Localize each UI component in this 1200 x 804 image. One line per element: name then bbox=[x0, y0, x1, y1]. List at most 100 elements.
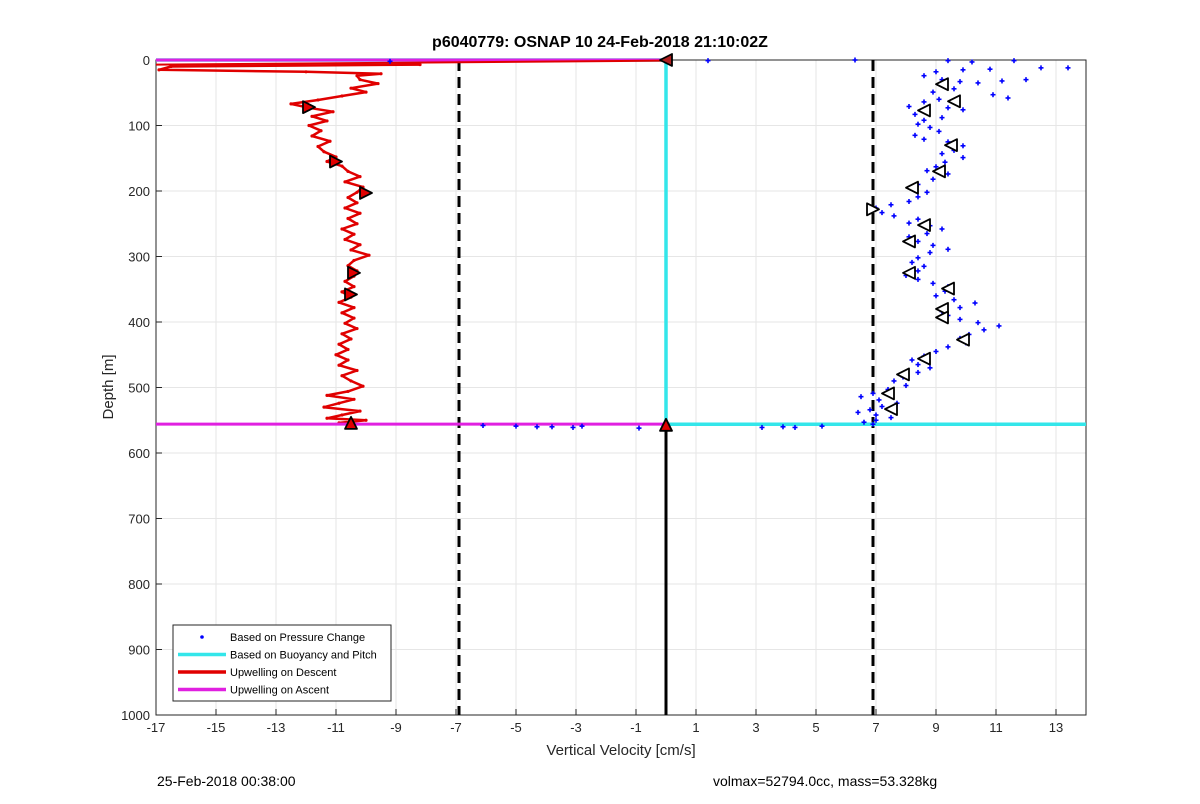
descent-point bbox=[310, 114, 314, 118]
triangle-marker bbox=[905, 180, 919, 195]
pressure-point bbox=[981, 327, 987, 333]
pressure-point bbox=[915, 362, 921, 368]
footer-volmax-mass: volmax=52794.0cc, mass=53.328kg bbox=[713, 773, 938, 789]
triangle-marker bbox=[917, 218, 931, 232]
x-tick-label: -5 bbox=[510, 720, 522, 735]
chart-title: p6040779: OSNAP 10 24-Feb-2018 21:10:02Z bbox=[432, 34, 768, 51]
x-tick-label: -17 bbox=[147, 720, 166, 735]
descent-point bbox=[364, 90, 368, 94]
triangle-marker bbox=[884, 402, 898, 417]
descent-point bbox=[340, 290, 344, 294]
descent-point bbox=[337, 342, 341, 346]
pressure-point bbox=[912, 132, 918, 138]
descent-point bbox=[325, 393, 329, 397]
pressure-point bbox=[870, 390, 876, 396]
pressure-point bbox=[1011, 58, 1017, 64]
y-tick-label: 900 bbox=[128, 643, 150, 658]
descent-point bbox=[340, 227, 344, 231]
pressure-point bbox=[921, 73, 927, 79]
pressure-point bbox=[906, 220, 912, 226]
pressure-point bbox=[915, 268, 921, 274]
descent-point bbox=[169, 64, 173, 69]
pressure-point bbox=[858, 394, 864, 400]
triangle-marker bbox=[659, 53, 673, 67]
descent-point bbox=[325, 416, 329, 420]
triangle-marker bbox=[902, 234, 916, 249]
pressure-point bbox=[924, 231, 930, 237]
pressure-point bbox=[924, 168, 930, 174]
descent-point bbox=[325, 119, 329, 123]
descent-point bbox=[346, 358, 350, 362]
descent-point bbox=[316, 144, 320, 149]
pressure-point bbox=[876, 397, 882, 403]
descent-point bbox=[337, 363, 341, 367]
triangle-marker bbox=[881, 386, 895, 401]
pressure-point bbox=[909, 259, 915, 265]
descent-point bbox=[340, 94, 344, 98]
pressure-point bbox=[939, 226, 945, 232]
pressure-point bbox=[945, 58, 951, 64]
pressure-point bbox=[933, 69, 939, 75]
x-tick-label: -3 bbox=[570, 720, 582, 735]
pressure-point bbox=[759, 424, 765, 430]
x-tick-label: 13 bbox=[1049, 720, 1063, 735]
triangle-marker bbox=[866, 202, 880, 217]
pressure-point bbox=[705, 58, 711, 64]
descent-point bbox=[328, 139, 332, 143]
pressure-point bbox=[921, 136, 927, 142]
descent-point bbox=[310, 134, 314, 138]
pressure-point bbox=[960, 143, 966, 149]
x-tick-label: 5 bbox=[812, 720, 819, 735]
descent-point bbox=[343, 206, 347, 210]
descent-point bbox=[304, 70, 308, 74]
pressure-point bbox=[996, 323, 1002, 329]
descent-point bbox=[340, 332, 344, 336]
descent-point bbox=[358, 174, 362, 179]
descent-point bbox=[352, 397, 356, 401]
pressure-point bbox=[924, 189, 930, 195]
pressure-point bbox=[945, 246, 951, 252]
pressure-point bbox=[999, 78, 1005, 84]
y-tick-label: 100 bbox=[128, 119, 150, 134]
pressure-point bbox=[915, 216, 921, 222]
triangle-marker bbox=[302, 100, 316, 115]
descent-point bbox=[340, 413, 344, 417]
pressure-point bbox=[921, 263, 927, 269]
pressure-point bbox=[879, 210, 885, 216]
triangle-marker bbox=[944, 138, 958, 153]
y-tick-label: 200 bbox=[128, 184, 150, 199]
descent-point bbox=[343, 279, 347, 283]
pressure-point bbox=[939, 151, 945, 157]
pressure-point bbox=[915, 238, 921, 244]
descent-point bbox=[331, 110, 335, 114]
descent-point bbox=[355, 326, 359, 331]
legend-box bbox=[172, 624, 392, 702]
legend: Based on Pressure Change Based on Buoyanc… bbox=[172, 624, 392, 702]
descent-point bbox=[343, 321, 347, 325]
triangle-marker bbox=[935, 77, 949, 92]
descent-point bbox=[325, 159, 329, 164]
descent-point bbox=[340, 374, 344, 378]
descent-point bbox=[358, 78, 362, 82]
pressure-point bbox=[513, 423, 519, 429]
pressure-point bbox=[951, 297, 957, 303]
x-tick-label: -9 bbox=[390, 720, 402, 735]
pressure-point bbox=[636, 425, 642, 431]
y-tick-label: 600 bbox=[128, 446, 150, 461]
pressure-point bbox=[930, 280, 936, 286]
pressure-point bbox=[939, 115, 945, 121]
pressure-point bbox=[945, 171, 951, 177]
triangle-marker bbox=[347, 265, 361, 280]
legend-label: Based on Pressure Change bbox=[230, 632, 365, 644]
descent-point bbox=[349, 379, 353, 383]
pressure-point bbox=[960, 107, 966, 113]
descent-point bbox=[289, 102, 293, 106]
descent-point bbox=[349, 337, 353, 341]
descent-point bbox=[346, 169, 350, 173]
pressure-point bbox=[873, 412, 879, 418]
pressure-point bbox=[534, 424, 540, 430]
pressure-point bbox=[906, 198, 912, 204]
descent-point bbox=[322, 150, 326, 154]
pressure-point bbox=[927, 124, 933, 130]
